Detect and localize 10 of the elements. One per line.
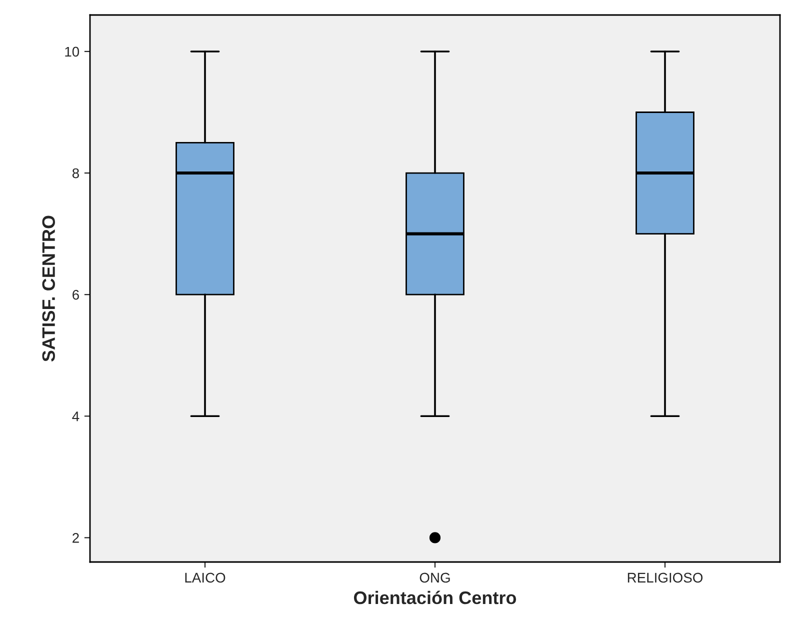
x-tick-label: LAICO <box>185 572 226 583</box>
y-tick-label: 2 <box>72 533 79 543</box>
x-tick-label: RELIGIOSO <box>628 572 703 583</box>
y-axis-title: SATISF. CENTRO <box>42 216 56 362</box>
y-tick-label: 4 <box>72 412 80 422</box>
y-tick-label: 8 <box>72 168 79 178</box>
x-tick-label: ONG <box>420 572 450 583</box>
y-tick-label: 6 <box>72 290 79 300</box>
y-tick-label: 10 <box>65 46 80 57</box>
x-axis-title: Orientación Centro <box>354 590 516 604</box>
